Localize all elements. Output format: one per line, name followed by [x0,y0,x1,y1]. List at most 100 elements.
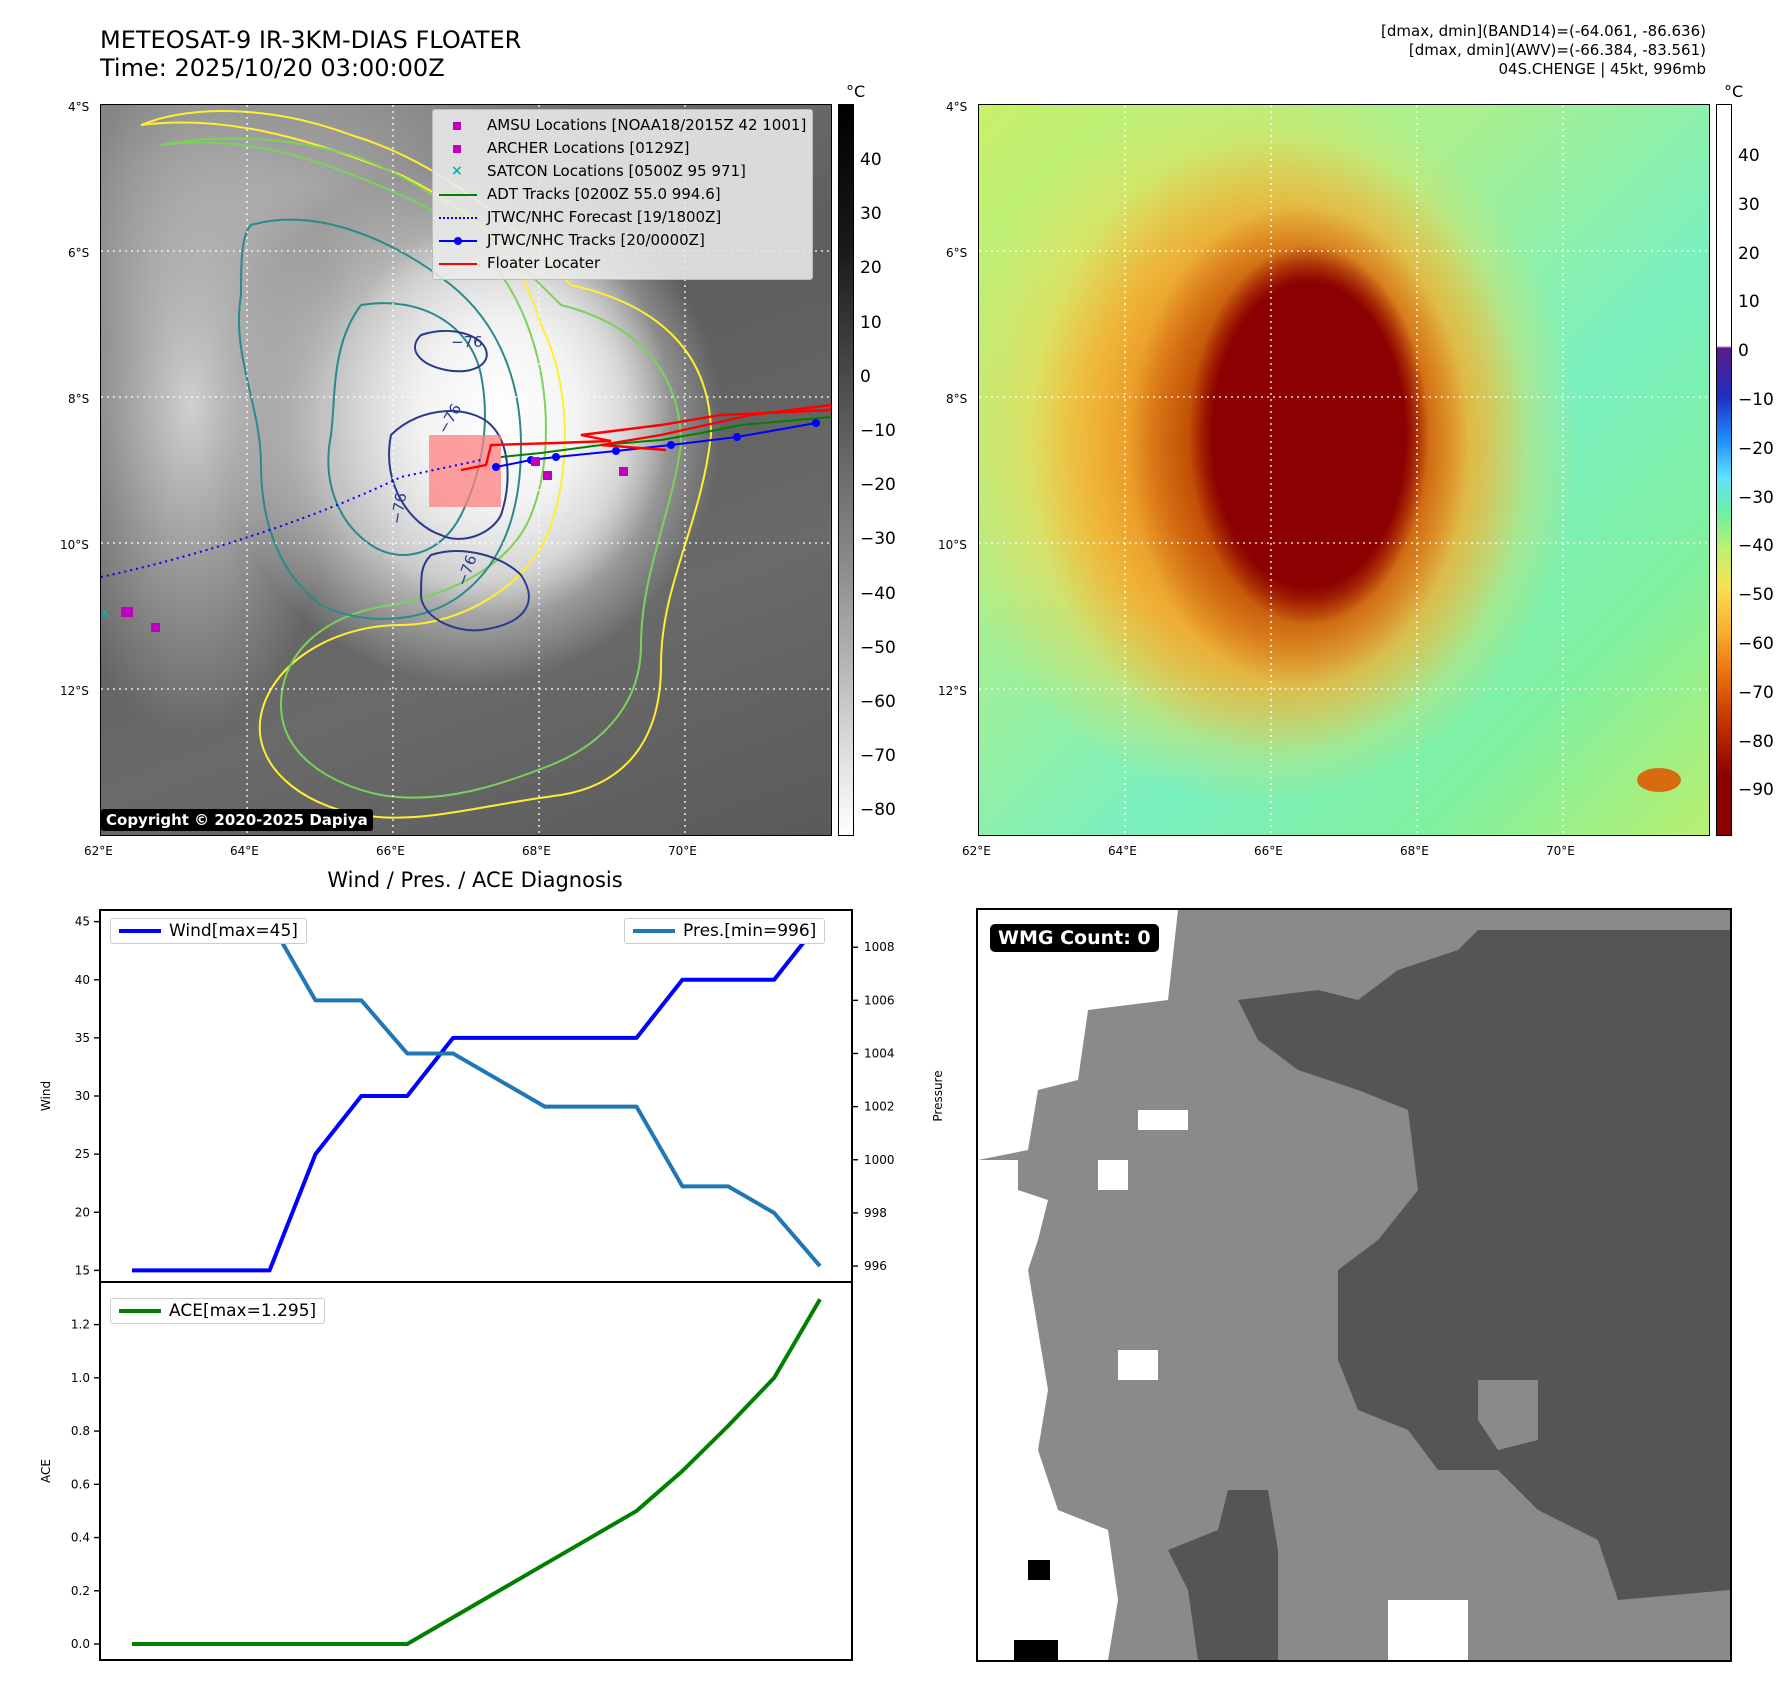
legend-swatch [439,234,477,248]
y-tick-label: 1.0 [71,1371,90,1385]
y-right-tick-label: 996 [864,1259,887,1273]
legend-entry: ADT Tracks [0200Z 55.0 994.6] [439,183,806,206]
legend-entry: AMSU Locations [NOAA18/2015Z 42 1001] [439,114,806,137]
legend-swatch [439,119,477,133]
ace-legend-swatch [119,1309,161,1313]
y-tick-label: 0.4 [71,1531,90,1545]
y-axis-label: Wind [39,1081,53,1111]
awv-colorbar-tick: −40 [1738,536,1774,557]
diagnosis-title: Wind / Pres. / ACE Diagnosis [327,868,623,892]
y-axis-label: ACE [39,1459,53,1483]
awv-colorbar-unit: °C [1724,82,1744,101]
ir-lat-label: 10°S [60,538,89,552]
ir-colorbar-tick: 40 [860,150,882,170]
ir-colorbar-tick: −30 [860,529,896,550]
wind-pressure-chart: 15 20 25 30 35 40 45 996 998 1000 1002 1004 1006 1008… [39,909,945,1283]
title-line-2: Time: 2025/10/20 03:00:00Z [100,54,445,82]
wmg-panel: WMG Count: 0 [976,908,1732,1662]
y-tick-label: 1.2 [71,1318,90,1332]
y-tick-label: 45 [75,915,90,929]
copyright-badge: Copyright © 2020-2025 Dapiya [101,809,373,831]
contour-label: −76 [453,552,481,588]
info-line-3: 04S.CHENGE | 45kt, 996mb [1498,60,1706,78]
ace-legend-label: ACE[max=1.295] [169,1301,317,1321]
ir-colorbar-tick: 10 [860,312,882,333]
ir-colorbar-tick: −10 [860,421,896,441]
main-title: METEOSAT-9 IR-3KM-DIAS FLOATER Time: 202… [100,26,521,82]
ir-lat-label: 4°S [68,100,90,114]
title-line-1: METEOSAT-9 IR-3KM-DIAS FLOATER [100,26,522,54]
ir-lon-label: 62°E [84,844,113,858]
awv-colorbar-tick: −90 [1738,780,1774,801]
ir-lon-label: 66°E [376,844,405,858]
ir-colorbar-tick: 0 [860,366,871,387]
legend-label: JTWC/NHC Forecast [19/1800Z] [487,208,722,226]
y-right-tick-label: 998 [864,1206,887,1220]
legend-entry: JTWC/NHC Tracks [20/0000Z] [439,229,806,252]
legend-swatch [439,142,477,156]
awv-colorbar-tick: −20 [1738,438,1774,459]
y-right-axis-label: Pressure [931,1070,945,1121]
legend-entry: Floater Locater [439,252,806,275]
y-right-tick-label: 1006 [864,993,895,1007]
awv-map [978,104,1710,836]
y-tick-label: 25 [75,1147,90,1161]
awv-lon-label: 66°E [1254,844,1283,858]
svg-text:x: x [101,605,109,621]
pressure-legend-label: Pres.[min=996] [683,921,817,941]
y-right-tick-label: 1000 [864,1153,895,1167]
legend-label: ARCHER Locations [0129Z] [487,139,690,157]
awv-colorbar [1716,104,1732,836]
ir-colorbar-tick: −20 [860,475,896,496]
series-line-0 [132,1298,822,1647]
y-right-tick-label: 1004 [864,1046,895,1060]
awv-colorbar-tick: 40 [1738,146,1760,166]
awv-lat-label: 4°S [946,100,968,114]
pressure-legend: Pres.[min=996] [624,918,826,944]
ir-colorbar-tick: −80 [860,800,896,821]
awv-lon-label: 70°E [1546,844,1575,858]
ir-colorbar-tick: 20 [860,258,882,279]
contour-label: −76 [451,333,483,351]
y-tick-label: 20 [75,1205,90,1219]
awv-colorbar-tick: 0 [1738,341,1749,362]
awv-colorbar-tick: 30 [1738,194,1760,215]
y-tick-label: 40 [75,973,90,987]
ace-chart: 0.0 0.2 0.4 0.6 0.8 1.0 1.2 ACE [39,1281,853,1661]
ir-colorbar-tick: −40 [860,583,896,604]
awv-lon-label: 64°E [1108,844,1137,858]
pressure-legend-swatch [633,929,675,933]
awv-lat-label: 6°S [946,246,968,260]
legend-swatch [439,188,477,202]
ir-colorbar-tick: −70 [860,746,896,767]
awv-lon-label: 68°E [1400,844,1429,858]
awv-lon-label: 62°E [962,844,991,858]
ir-map: x −76 −76 −76 −76 AMSU Locations [NOAA18… [100,104,832,836]
awv-colorbar-tick: −10 [1738,390,1774,410]
ir-colorbar [838,104,854,836]
awv-colorbar-tick: −60 [1738,634,1774,654]
info-line-1: [dmax, dmin](BAND14)=(-64.061, -86.636) [1381,22,1706,40]
wind-legend-label: Wind[max=45] [169,921,298,941]
y-tick-label: 0.6 [71,1477,90,1491]
awv-lat-label: 8°S [946,392,968,406]
awv-colorbar-tick: −70 [1738,682,1774,703]
ir-colorbar-tick: 30 [860,204,882,225]
ir-lon-label: 70°E [668,844,697,858]
series-line-0 [132,920,822,1273]
y-tick-label: 0.0 [71,1637,90,1651]
y-right-tick-label: 1008 [864,940,895,954]
legend-label: ADT Tracks [0200Z 55.0 994.6] [487,185,721,203]
awv-colorbar-tick: −50 [1738,585,1774,606]
legend-label: JTWC/NHC Tracks [20/0000Z] [487,231,705,249]
legend-swatch [439,257,477,271]
y-tick-label: 0.2 [71,1584,90,1598]
contour-label: −76 [387,491,410,525]
wind-legend-swatch [119,929,161,933]
info-line-2: [dmax, dmin](AWV)=(-66.384, -83.561) [1408,41,1706,59]
legend-label: AMSU Locations [NOAA18/2015Z 42 1001] [487,116,807,134]
y-right-tick-label: 1002 [864,1100,895,1114]
ir-lat-label: 8°S [68,392,90,406]
y-tick-label: 35 [75,1031,90,1045]
series-line-1 [132,918,822,1268]
